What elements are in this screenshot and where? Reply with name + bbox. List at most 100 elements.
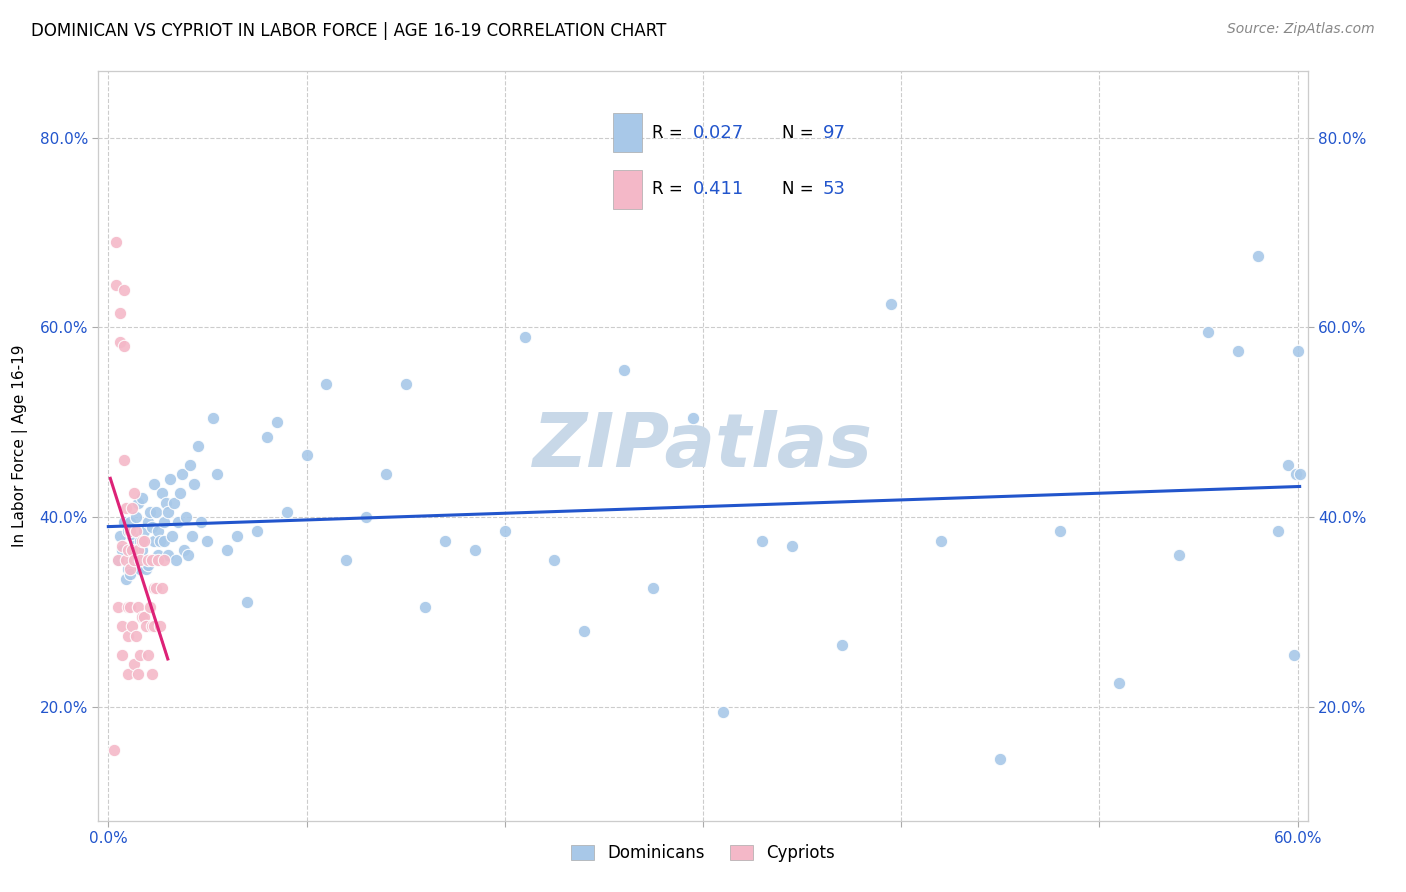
Point xyxy=(186,439,208,453)
Text: Source: ZipAtlas.com: Source: ZipAtlas.com xyxy=(1227,22,1375,37)
Point xyxy=(149,619,172,633)
Point xyxy=(115,500,138,515)
Point xyxy=(217,543,239,558)
Point xyxy=(121,500,143,515)
Point xyxy=(115,553,138,567)
Point xyxy=(146,548,169,562)
Point xyxy=(159,472,181,486)
Point xyxy=(174,510,197,524)
Point xyxy=(1167,548,1189,562)
Point xyxy=(1286,344,1309,359)
Point xyxy=(145,505,167,519)
Y-axis label: In Labor Force | Age 16-19: In Labor Force | Age 16-19 xyxy=(13,344,28,548)
Point xyxy=(105,235,128,249)
Point xyxy=(141,619,163,633)
Point xyxy=(434,533,457,548)
Point xyxy=(110,306,132,320)
Point xyxy=(156,505,179,519)
Point xyxy=(121,543,143,558)
Point xyxy=(142,477,165,491)
Point xyxy=(165,553,187,567)
Point xyxy=(202,410,225,425)
Point xyxy=(236,595,259,609)
Point xyxy=(103,742,125,756)
Point xyxy=(111,543,134,558)
Point xyxy=(110,334,132,349)
Point xyxy=(295,449,318,463)
Point xyxy=(135,562,157,576)
Point xyxy=(464,543,486,558)
Point xyxy=(141,519,163,533)
Point xyxy=(125,524,148,539)
Point xyxy=(129,648,152,662)
Point xyxy=(1267,524,1289,539)
Point xyxy=(150,486,173,500)
Point xyxy=(226,529,249,543)
Point xyxy=(115,572,138,586)
Point xyxy=(153,515,176,529)
Point xyxy=(139,505,162,519)
Point xyxy=(543,553,565,567)
Point xyxy=(121,619,143,633)
Point xyxy=(107,553,129,567)
Point xyxy=(112,453,135,467)
Point xyxy=(141,666,163,681)
Point xyxy=(122,657,145,672)
Point xyxy=(107,600,129,615)
Point xyxy=(494,524,516,539)
Point xyxy=(127,553,149,567)
Point xyxy=(129,533,152,548)
Point xyxy=(127,496,149,510)
Point xyxy=(112,283,135,297)
Point xyxy=(166,515,188,529)
Point xyxy=(117,600,139,615)
Point xyxy=(127,666,149,681)
Point xyxy=(179,458,201,472)
Point xyxy=(1108,676,1130,690)
Point xyxy=(117,562,139,576)
Point xyxy=(139,600,162,615)
Point xyxy=(131,543,153,558)
Point xyxy=(122,486,145,500)
Point xyxy=(173,543,195,558)
Point xyxy=(120,600,142,615)
Point xyxy=(780,539,803,553)
Point xyxy=(117,666,139,681)
Point xyxy=(129,562,152,576)
Point xyxy=(132,533,155,548)
Point xyxy=(315,377,337,392)
Point xyxy=(129,553,152,567)
Point xyxy=(142,619,165,633)
Point xyxy=(136,553,159,567)
Point xyxy=(880,297,903,311)
Point xyxy=(131,491,153,505)
Point xyxy=(107,553,129,567)
Point xyxy=(988,752,1011,766)
Point xyxy=(127,543,149,558)
Point xyxy=(112,339,135,353)
Point xyxy=(1198,325,1220,339)
Point xyxy=(163,496,186,510)
Point xyxy=(136,515,159,529)
Point xyxy=(135,619,157,633)
Point xyxy=(111,648,134,662)
Point xyxy=(415,600,437,615)
Point xyxy=(613,363,636,377)
Point xyxy=(176,548,198,562)
Point xyxy=(572,624,595,638)
Point xyxy=(122,539,145,553)
Point xyxy=(111,619,134,633)
Point xyxy=(112,515,135,529)
Point xyxy=(142,581,165,595)
Legend: Dominicans, Cypriots: Dominicans, Cypriots xyxy=(564,838,842,869)
Point xyxy=(1288,467,1310,482)
Point xyxy=(149,533,172,548)
Point xyxy=(136,558,159,572)
Point xyxy=(110,529,132,543)
Point xyxy=(131,533,153,548)
Point xyxy=(117,543,139,558)
Point xyxy=(1227,344,1250,359)
Point xyxy=(180,529,202,543)
Point xyxy=(111,539,134,553)
Point xyxy=(120,562,142,576)
